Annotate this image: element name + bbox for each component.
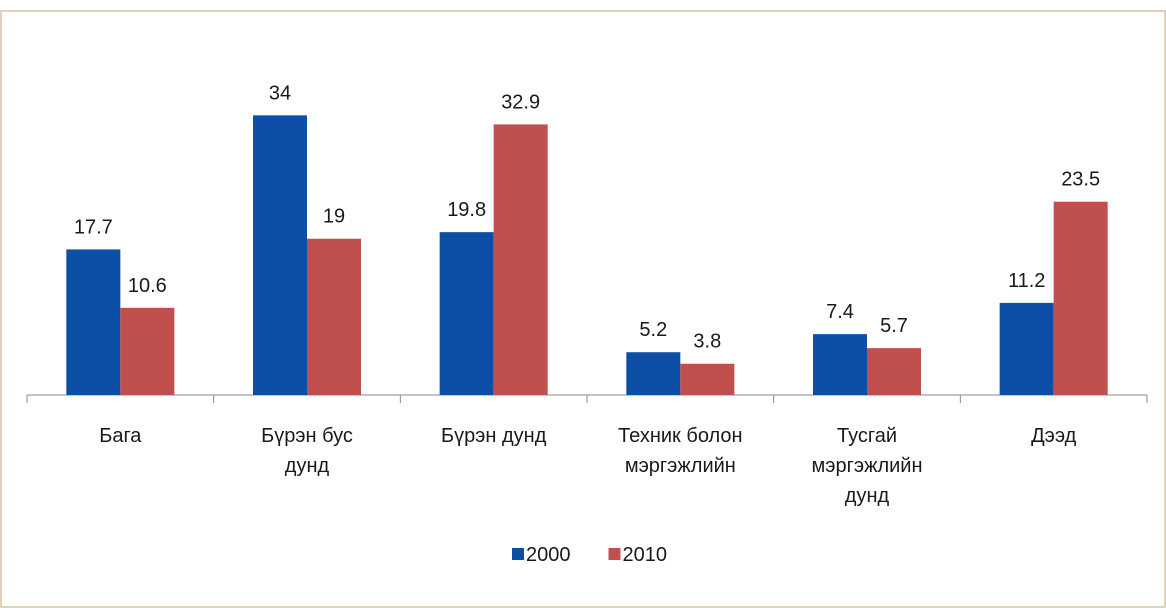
- value-label: 10.6: [128, 275, 167, 297]
- x-tick-label: Тусгай мэргэжлийн дунд: [811, 425, 922, 507]
- value-label: 7.4: [826, 301, 854, 323]
- bar: [813, 334, 867, 395]
- legend-label: 2000: [526, 544, 571, 566]
- legend-swatch: [608, 548, 621, 560]
- bar: [307, 238, 361, 395]
- x-tick-label: Дээд: [1031, 425, 1077, 447]
- value-label: 3.8: [693, 331, 721, 353]
- bar: [439, 232, 494, 395]
- bar: [493, 124, 548, 396]
- value-label: 11.2: [1008, 270, 1045, 292]
- x-tick-label: Бүрэн бус дунд: [261, 425, 353, 477]
- bar: [253, 115, 307, 395]
- value-label: 5.2: [639, 319, 667, 341]
- value-label: 5.7: [880, 315, 908, 337]
- value-label: 34: [269, 82, 291, 104]
- x-tick-label: Бүрэн дунд: [441, 425, 547, 447]
- bar: [1053, 201, 1108, 395]
- chart-border: [0, 10, 1166, 608]
- x-tick-label: Техник болон мэргэжлийн: [618, 425, 743, 477]
- legend-swatch: [512, 548, 524, 560]
- value-label: 17.7: [74, 216, 113, 238]
- bar: [867, 348, 921, 395]
- x-tick-label: Бага: [99, 425, 142, 447]
- value-label: 19: [323, 206, 345, 228]
- bar: [626, 352, 681, 395]
- bar: [999, 302, 1054, 395]
- bar: [680, 363, 735, 395]
- value-label: 19.8: [447, 199, 486, 221]
- value-label: 23.5: [1061, 169, 1100, 191]
- legend-label: 2010: [623, 544, 668, 566]
- bar: [120, 307, 175, 395]
- bar: [66, 249, 121, 395]
- value-label: 32.9: [501, 91, 540, 113]
